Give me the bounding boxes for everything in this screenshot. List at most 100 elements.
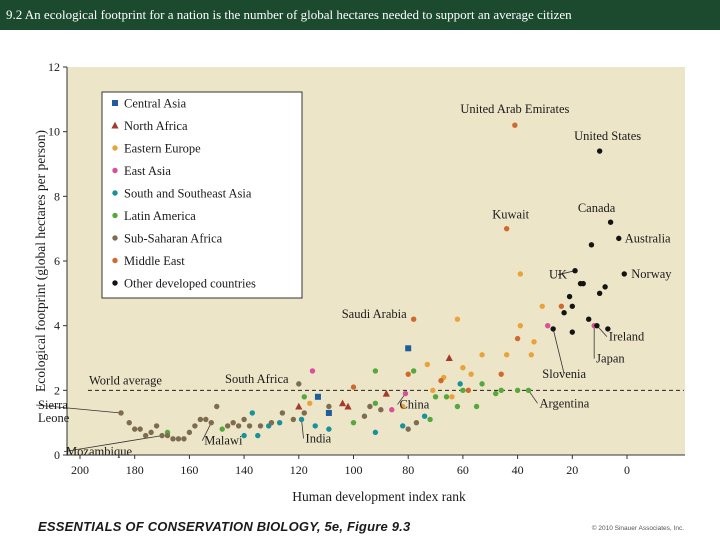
annotation-india: India (306, 431, 332, 445)
point-latin-america (410, 368, 417, 374)
point-eastern-europe (460, 365, 466, 371)
point-other-developed-countries (586, 316, 592, 322)
leader-line (557, 270, 576, 276)
annotation-saudi-arabia: Saudi Arabia (342, 307, 407, 321)
point-eastern-europe (503, 352, 510, 358)
point-eastern-europe (468, 371, 474, 377)
annotation-uk: UK (549, 268, 567, 282)
point-central-asia (314, 393, 321, 400)
point-eastern-europe (424, 361, 431, 368)
point-south-and-southeast-asia (276, 419, 283, 426)
point-middle-east (498, 371, 504, 377)
annotation-ireland: Ireland (609, 330, 645, 344)
point-sub-saharan-africa (290, 416, 297, 423)
point-sub-saharan-africa (367, 403, 373, 410)
legend-marker-other-developed-countries (112, 280, 118, 286)
point-latin-america (525, 387, 532, 394)
point-other-developed-countries (607, 219, 614, 225)
point-sub-saharan-africa (132, 426, 138, 432)
x-tick-label: 180 (126, 463, 144, 477)
point-south-and-southeast-asia (421, 413, 428, 419)
x-tick-label: 40 (512, 463, 524, 477)
point-other-developed-countries (596, 290, 603, 297)
legend-marker-eastern-europe (112, 145, 118, 151)
leader-line (301, 419, 304, 439)
point-eastern-europe (479, 352, 485, 358)
point-sub-saharan-africa (326, 403, 332, 410)
point-other-developed-countries (566, 293, 573, 300)
point-eastern-europe (517, 271, 524, 277)
x-tick-label: 140 (235, 463, 253, 477)
point-sub-saharan-africa (405, 426, 411, 432)
point-south-and-southeast-asia (372, 429, 379, 436)
point-sub-saharan-africa (241, 416, 247, 423)
point-south-and-southeast-asia (312, 423, 318, 429)
x-tick-label: 60 (457, 463, 469, 477)
point-sub-saharan-africa (208, 419, 214, 426)
data-points (118, 122, 627, 442)
x-tick-label: 80 (402, 463, 414, 477)
point-sub-saharan-africa (170, 436, 176, 442)
point-sub-saharan-africa (159, 432, 165, 439)
annotation-malawi: Malawi (204, 434, 243, 448)
point-middle-east (465, 387, 472, 394)
point-other-developed-countries (621, 271, 627, 277)
point-sub-saharan-africa (164, 432, 171, 439)
point-eastern-europe (528, 352, 534, 358)
x-tick-label: 120 (290, 463, 308, 477)
point-latin-america (350, 419, 357, 426)
point-south-and-southeast-asia (249, 410, 256, 416)
point-latin-america (372, 368, 379, 374)
legend-label-eastern-europe: Eastern Europe (124, 142, 201, 156)
point-eastern-europe (531, 339, 537, 345)
annotation-norway: Norway (631, 267, 672, 281)
point-sub-saharan-africa (235, 423, 242, 429)
point-sub-saharan-africa (361, 413, 368, 419)
leader-line (552, 328, 565, 374)
legend: Central Asia North Africa Eastern Europe Ea… (101, 91, 303, 299)
legend-label-north-africa: North Africa (124, 119, 188, 133)
point-sub-saharan-africa (148, 429, 154, 436)
annotation-labels: United Arab Emirates United States Kuwait C… (38, 102, 672, 458)
point-central-asia (405, 345, 412, 352)
annotation-slovenia: Slovenia (542, 367, 586, 381)
legend-label-south-and-southeast-asia: South and Southeast Asia (124, 187, 252, 201)
point-sub-saharan-africa (153, 423, 160, 429)
point-other-developed-countries (596, 148, 603, 154)
y-tick-label: 4 (54, 319, 60, 333)
annotation-sierra-leone: Sierra Leone (38, 398, 70, 425)
x-tick-label: 160 (180, 463, 198, 477)
annotation-united-arab-emirates: United Arab Emirates (460, 102, 569, 116)
point-latin-america (427, 416, 433, 423)
point-sub-saharan-africa (268, 419, 275, 426)
point-sub-saharan-africa (257, 423, 264, 429)
annotation-line: Sierra (38, 398, 68, 412)
point-south-and-southeast-asia (241, 432, 247, 439)
legend-marker-south-and-southeast-asia (112, 190, 118, 196)
point-eastern-europe (430, 387, 436, 394)
point-middle-east (558, 303, 565, 309)
point-south-and-southeast-asia (255, 432, 261, 439)
point-north-africa (338, 399, 347, 407)
point-other-developed-countries (580, 280, 586, 287)
legend-label-other-developed-countries: Other developed countries (124, 277, 256, 291)
x-tick-label: 0 (624, 463, 630, 477)
point-sub-saharan-africa (186, 429, 193, 436)
point-other-developed-countries (594, 322, 600, 329)
point-middle-east (438, 377, 444, 384)
annotation-japan: Japan (596, 352, 625, 366)
point-sub-saharan-africa (137, 426, 143, 432)
y-tick-label: 6 (54, 254, 60, 268)
point-middle-east (512, 122, 518, 128)
x-axis-label: Human development index rank (292, 489, 466, 504)
point-latin-america (473, 403, 480, 410)
point-sub-saharan-africa (197, 416, 204, 423)
point-other-developed-countries (602, 284, 608, 290)
point-sub-saharan-africa (181, 436, 187, 442)
point-middle-east (514, 335, 521, 342)
point-latin-america (443, 394, 450, 400)
annotation-united-states: United States (574, 129, 641, 143)
point-latin-america (479, 381, 485, 387)
